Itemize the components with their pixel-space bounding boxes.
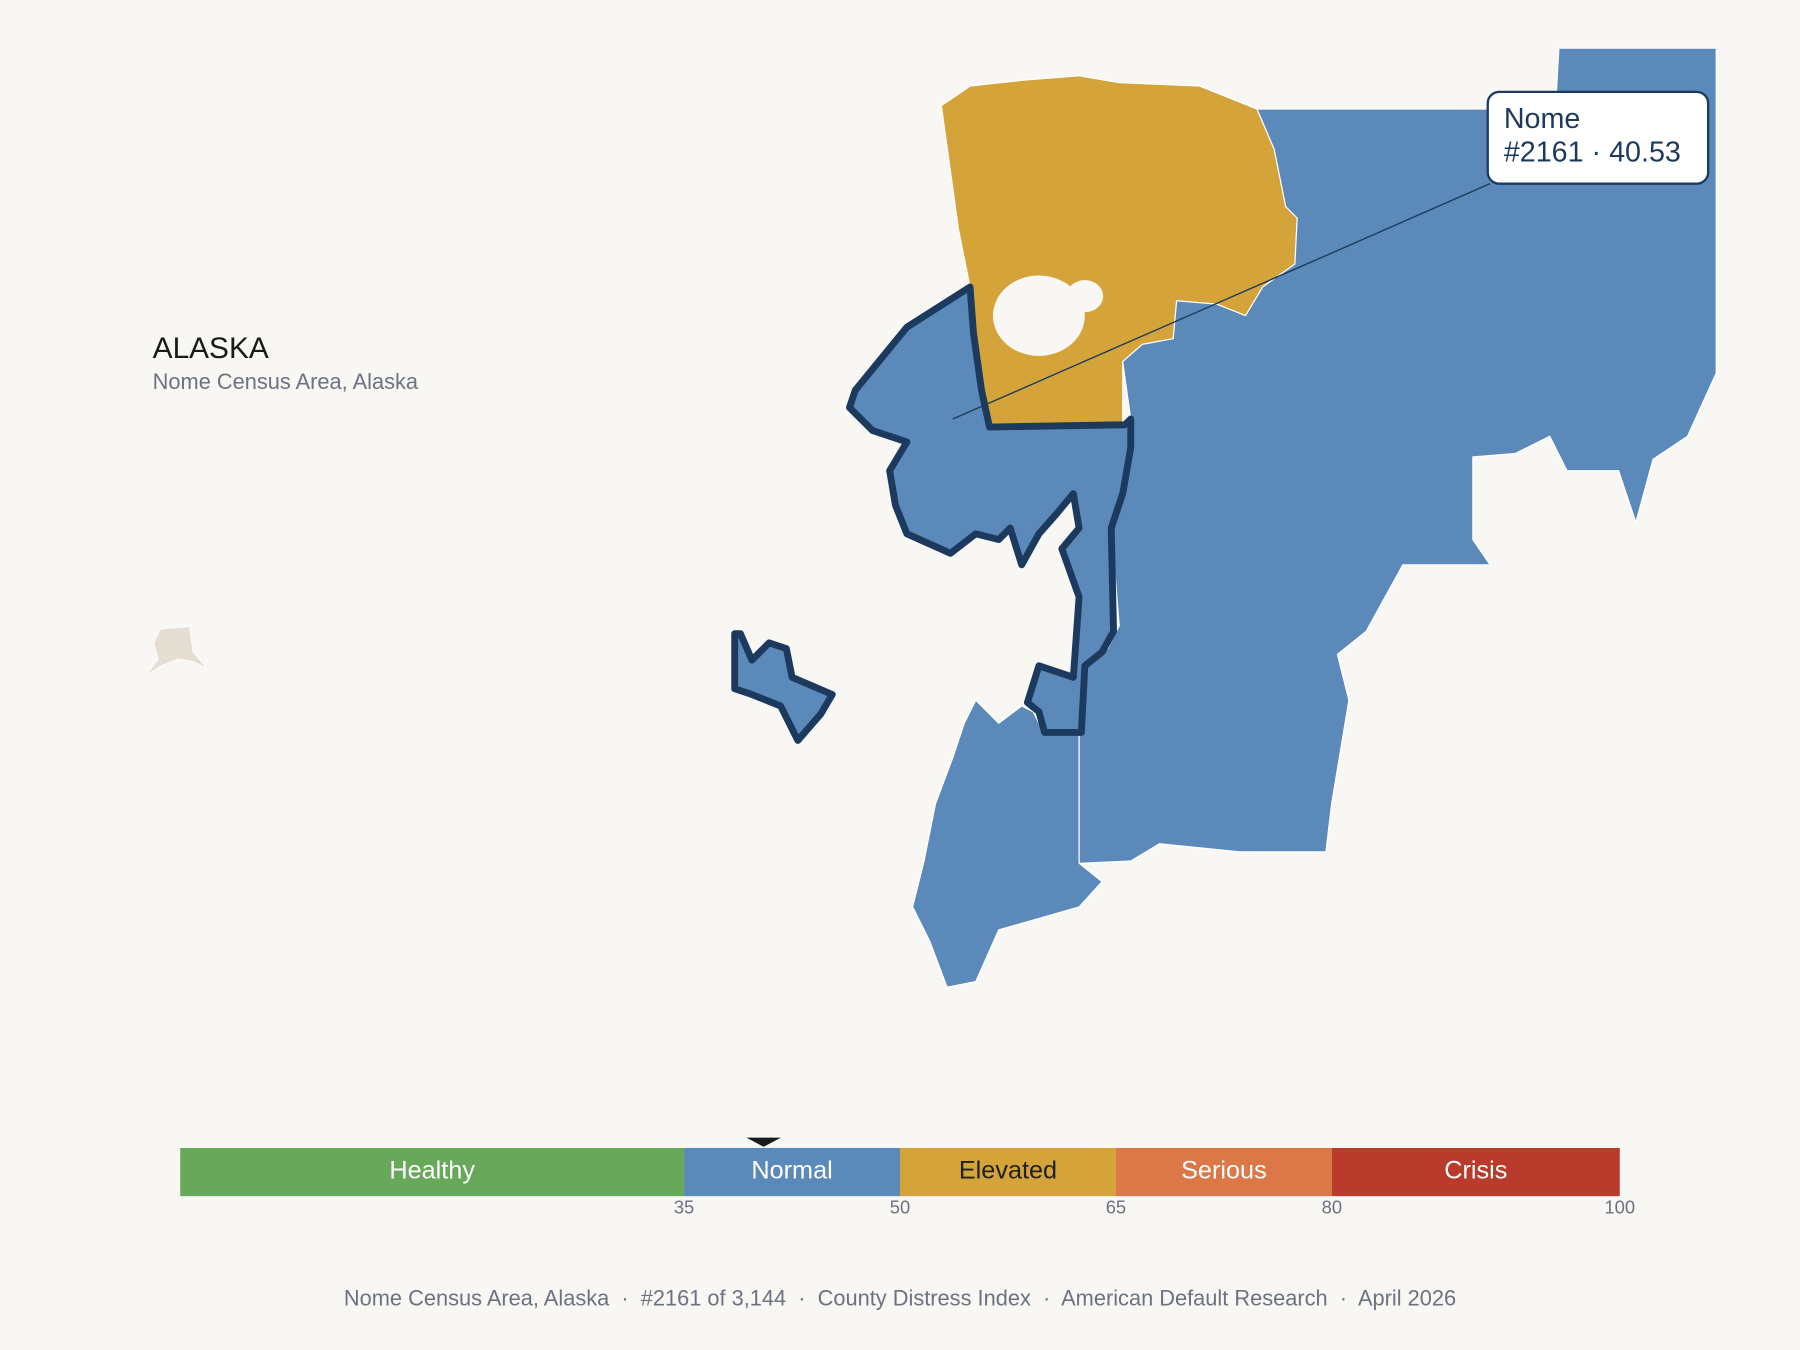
scale-segment bbox=[1115, 1147, 1332, 1197]
scale-tick-label: 100 bbox=[1604, 1197, 1635, 1218]
tooltip bbox=[1486, 90, 1710, 185]
scale-segment bbox=[684, 1147, 900, 1197]
scale-label: Elevated bbox=[959, 1157, 1057, 1185]
map bbox=[146, 47, 1717, 988]
scale-segment bbox=[1331, 1147, 1620, 1197]
county-east bbox=[1078, 47, 1717, 864]
county-selected-island[interactable] bbox=[731, 630, 836, 744]
score-marker bbox=[746, 1137, 781, 1147]
scale-label: Serious bbox=[1181, 1157, 1267, 1185]
county-subtitle: Nome Census Area, Alaska bbox=[153, 369, 419, 394]
scale-tick-label: 35 bbox=[674, 1197, 694, 1218]
scale-segment bbox=[900, 1147, 1116, 1197]
tooltip-name: Nome bbox=[1504, 103, 1581, 135]
scale-label: Healthy bbox=[389, 1157, 475, 1185]
scale-label: Crisis bbox=[1444, 1157, 1507, 1185]
state-inset bbox=[146, 626, 207, 676]
leader-line bbox=[952, 183, 1491, 420]
scale-label: Normal bbox=[751, 1157, 832, 1185]
state-title: ALASKA bbox=[153, 332, 269, 365]
scale-segment bbox=[180, 1147, 685, 1197]
scale-tick-label: 50 bbox=[890, 1197, 910, 1218]
scale-tick-label: 65 bbox=[1106, 1197, 1126, 1218]
lake bbox=[1066, 280, 1104, 313]
county-south bbox=[912, 699, 1103, 988]
lake bbox=[992, 275, 1085, 356]
scale-tick-label: 80 bbox=[1322, 1197, 1342, 1218]
scale: Healthy Normal Elevated Serious Crisis 35 50 65… bbox=[180, 1137, 1635, 1218]
tooltip-detail: #2161 · 40.53 bbox=[1504, 136, 1681, 168]
county-selected[interactable] bbox=[846, 283, 1135, 736]
footer: Nome Census Area, Alaska · #2161 of 3,14… bbox=[344, 1285, 1456, 1310]
